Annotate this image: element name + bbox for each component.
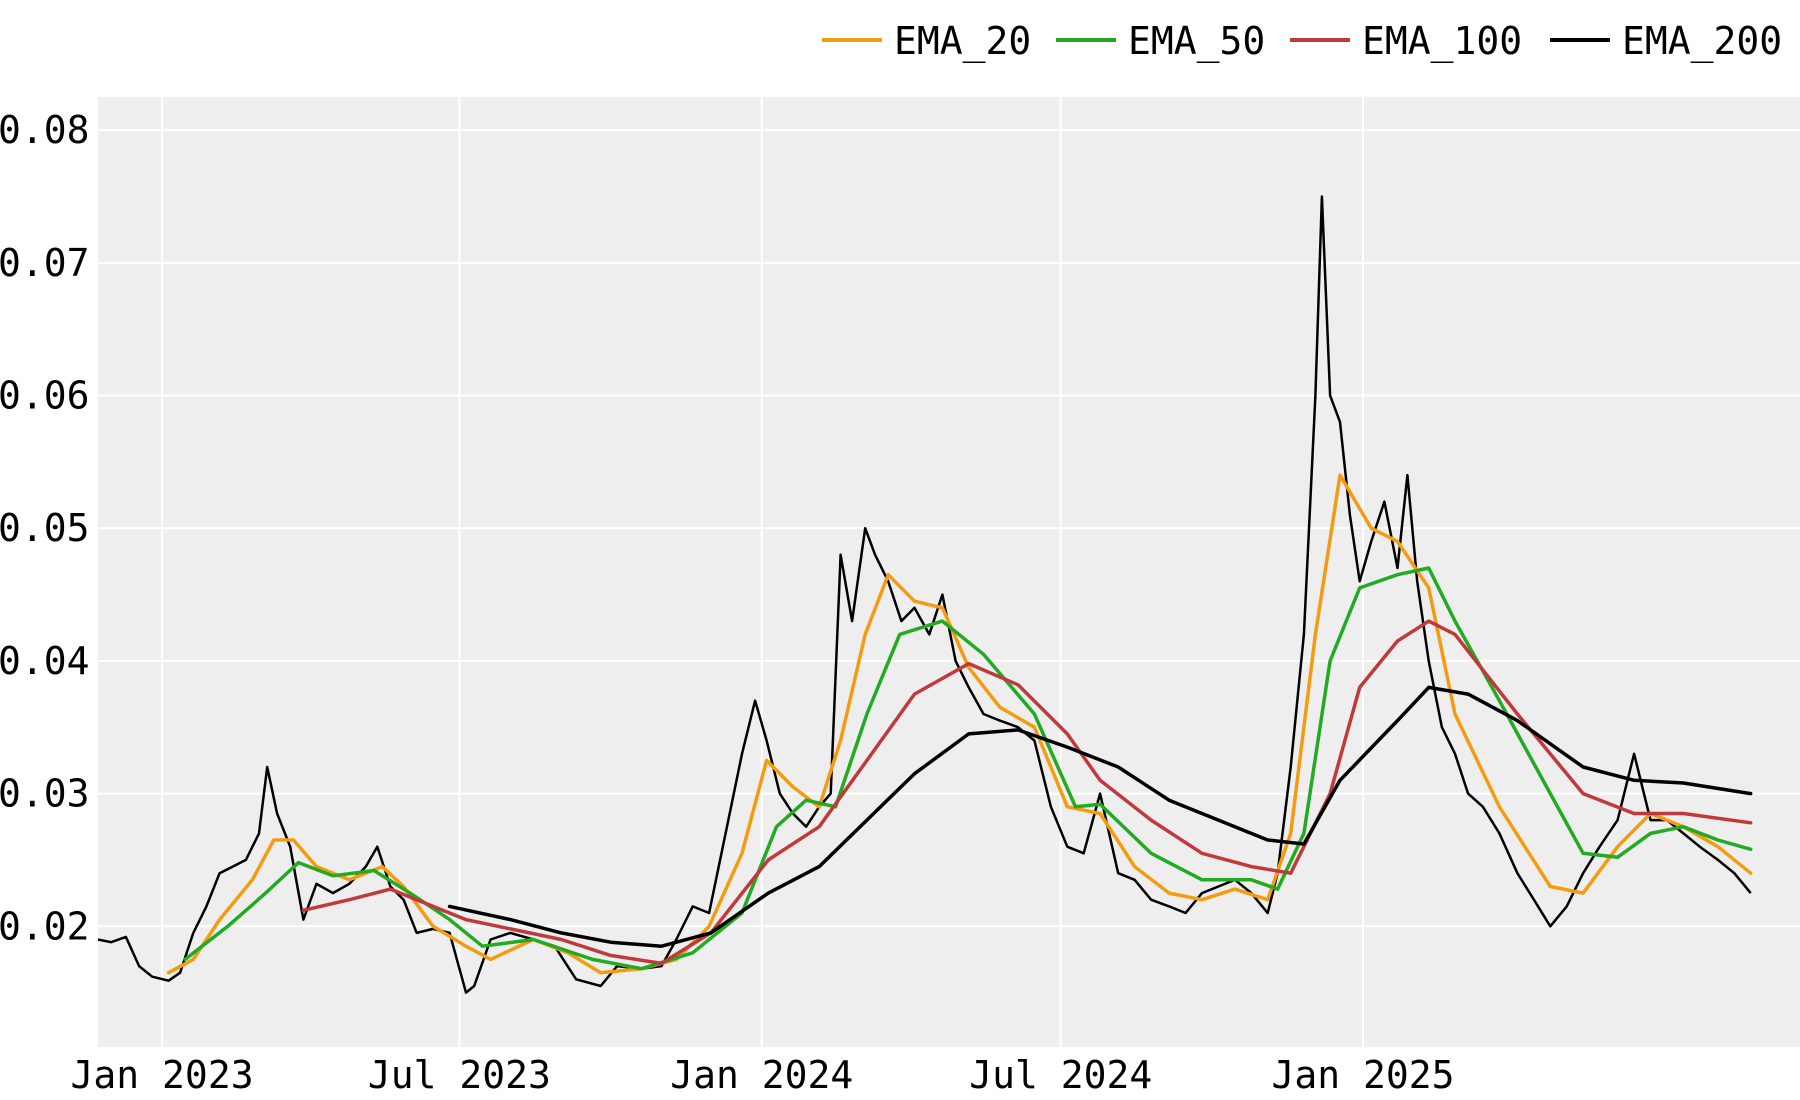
- series-line-ema-200: [447, 685, 1753, 948]
- x-tick-label: Jan 2024: [670, 1053, 853, 1097]
- plot-area: [98, 97, 1800, 1047]
- x-tick-label: Jan 2025: [1271, 1053, 1454, 1097]
- y-tick-label: 0.06: [0, 374, 90, 418]
- series-line-ema-20: [166, 473, 1753, 975]
- y-axis: 0.02 0.03 0.04 0.05 0.06 0.07 0.08: [0, 108, 90, 948]
- series-line-ema-100: [301, 619, 1753, 966]
- legend-label-ema-200: EMA_200: [1622, 19, 1782, 64]
- price-layer: [97, 195, 1752, 994]
- x-tick-label: Jul 2024: [969, 1053, 1152, 1097]
- price-line: [97, 195, 1752, 994]
- y-tick-label: 0.05: [0, 506, 90, 550]
- y-tick-label: 0.07: [0, 241, 90, 285]
- gridlines: [98, 97, 1800, 1047]
- legend: EMA_20 EMA_50 EMA_100 EMA_200: [822, 19, 1782, 64]
- y-tick-label: 0.03: [0, 772, 90, 816]
- x-tick-label: Jul 2023: [368, 1053, 551, 1097]
- x-tick-label: Jan 2023: [71, 1053, 254, 1097]
- legend-label-ema-20: EMA_20: [894, 19, 1031, 64]
- legend-label-ema-100: EMA_100: [1362, 19, 1522, 64]
- y-tick-label: 0.08: [0, 108, 90, 152]
- y-tick-label: 0.04: [0, 639, 90, 683]
- ema-series-layer: [166, 473, 1753, 975]
- y-tick-label: 0.02: [0, 904, 90, 948]
- legend-label-ema-50: EMA_50: [1128, 19, 1265, 64]
- x-axis: Jan 2023 Jul 2023 Jan 2024 Jul 2024 Jan 2025: [71, 1053, 1455, 1097]
